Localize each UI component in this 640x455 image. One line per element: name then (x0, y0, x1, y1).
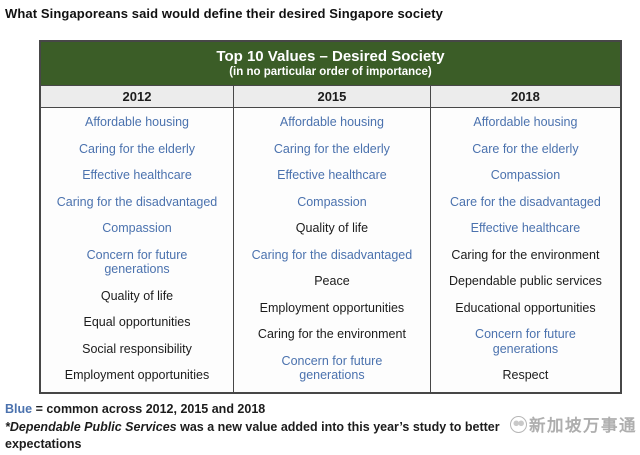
value-cell: Educational opportunities (455, 300, 596, 315)
value-cell: Respect (502, 368, 549, 383)
year-header-2012: 2012 (41, 86, 234, 107)
value-cell: Caring for the disadvantaged (56, 194, 218, 209)
year-row: 2012 2015 2018 (41, 86, 620, 108)
table-header-title: Top 10 Values – Desired Society (216, 47, 445, 65)
values-column-2018: Affordable housing Care for the elderly Co… (430, 108, 620, 392)
legend-line: Blue = common across 2012, 2015 and 2018 (5, 402, 640, 416)
values-table: Top 10 Values – Desired Society (in no p… (39, 40, 622, 394)
value-cell: Caring for the elderly (78, 141, 196, 156)
value-cell: Effective healthcare (82, 168, 192, 183)
page-title: What Singaporeans said would define thei… (5, 6, 443, 21)
value-cell: Affordable housing (84, 115, 190, 129)
legend-blue-word: Blue (5, 402, 33, 416)
value-cell: Concern for future generations (281, 353, 383, 383)
table-header-subtitle: (in no particular order of importance) (229, 65, 432, 78)
year-header-2018: 2018 (510, 89, 540, 104)
value-cell: Care for the elderly (472, 141, 579, 156)
value-cell: Caring for the elderly (273, 141, 390, 156)
values-column-2015: Affordable housing Caring for the elderly… (234, 108, 431, 392)
value-cell: Employment opportunities (64, 368, 210, 383)
value-cell: Quality of life (100, 288, 174, 303)
value-cell: Effective healthcare (470, 221, 581, 236)
value-cell: Effective healthcare (277, 168, 387, 183)
value-cell: Dependable public services (448, 274, 602, 289)
value-cell: Equal opportunities (83, 315, 191, 330)
table-header: Top 10 Values – Desired Society (in no p… (41, 42, 620, 86)
values-row: Affordable housing Caring for the elderly… (41, 108, 620, 392)
value-cell: Compassion (297, 194, 367, 209)
footnote-line: *Dependable Public Services was a new va… (5, 419, 505, 436)
values-column-2012: Affordable housing Caring for the elderly… (41, 108, 234, 392)
footnote-continuation: expectations (5, 436, 82, 451)
value-cell: Peace (314, 274, 350, 289)
value-cell: Social responsibility (82, 341, 192, 356)
legend-text: = common across 2012, 2015 and 2018 (35, 402, 266, 416)
value-cell: Caring for the environment (257, 327, 406, 342)
footnote-lead: *Dependable Public Services (5, 420, 177, 434)
footnote-text: was a new value added into this year’s s… (180, 420, 500, 434)
value-cell: Compassion (102, 221, 172, 236)
value-cell: Employment opportunities (259, 300, 405, 315)
year-header-2015: 2015 (234, 86, 431, 107)
value-cell: Affordable housing (279, 115, 384, 129)
value-cell: Compassion (490, 168, 561, 183)
value-cell: Affordable housing (473, 115, 578, 129)
value-cell: Caring for the disadvantaged (251, 247, 413, 262)
watermark-logo-icon (510, 415, 527, 433)
value-cell: Quality of life (295, 221, 369, 236)
value-cell: Concern for future generations (86, 247, 188, 277)
value-cell: Concern for future generations (475, 327, 576, 356)
value-cell: Caring for the environment (451, 247, 600, 262)
value-cell: Care for the disadvantaged (450, 194, 601, 209)
